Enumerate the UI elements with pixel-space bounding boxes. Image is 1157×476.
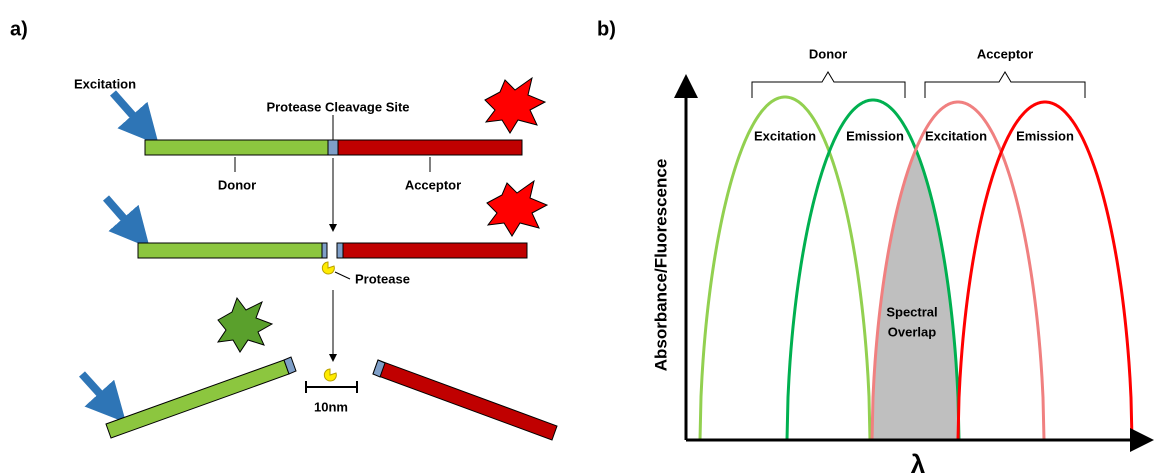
group-label: Acceptor [977,46,1033,61]
cleavage-site [322,243,327,258]
cleavage-site [328,140,338,155]
curve-label: Excitation [925,128,987,143]
panel-b: b) Donor Acceptor Absorbance/Fluorescenc… [597,18,1148,476]
panel-label: b) [597,18,616,40]
star [485,78,545,133]
overlap-label: Overlap [888,324,936,339]
curves [700,97,1132,440]
acceptor-bar [343,243,527,258]
curve-label: Emission [1016,128,1074,143]
donor-bar [145,140,328,155]
donor-label: Donor [218,177,256,192]
panel-label: a) [10,18,28,40]
excitation-arrow [82,374,110,405]
acceptor-bar [338,140,522,155]
group-label: Donor [809,46,847,61]
spectrum-curve [700,97,870,440]
spectrum-curve [958,102,1132,440]
pointer [335,272,350,279]
brace [925,72,1085,98]
donor-bar [106,360,289,438]
acceptor-bar [373,360,557,440]
protease [324,369,336,381]
cleavage-site [337,243,343,258]
protease [322,262,334,274]
overlap-label: Spectral [886,304,937,319]
panel-a: a) Excitation Protease Cleavage Site Don… [10,18,557,440]
scale-label: 10nm [314,399,348,414]
protease-label: Protease [355,271,410,286]
x-axis-label: λ [911,449,926,476]
overlap-area [870,150,960,440]
figure: a) Excitation Protease Cleavage Site Don… [0,0,1157,476]
excitation-arrow [113,93,143,127]
cleavage-label: Protease Cleavage Site [266,99,409,114]
curve-label: Excitation [754,128,816,143]
y-axis-label: Absorbance/Fluorescence [651,159,670,372]
excitation-label: Excitation [74,76,136,91]
acceptor-label: Acceptor [405,177,461,192]
curve-label: Emission [846,128,904,143]
star [487,181,547,236]
star [218,298,272,352]
donor-bar [138,243,322,258]
brace [752,72,905,98]
excitation-arrow [106,198,134,230]
